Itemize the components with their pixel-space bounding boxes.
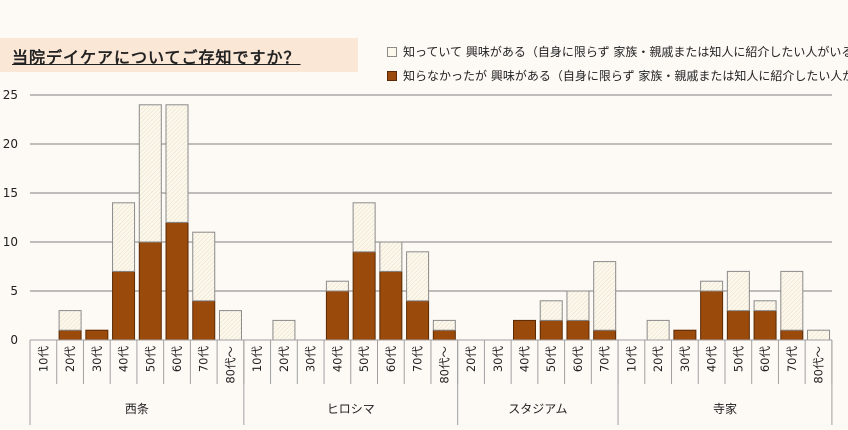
x-tick-label: 70代 bbox=[411, 346, 425, 373]
x-tick-label: 30代 bbox=[491, 346, 505, 373]
bar-aware bbox=[726, 270, 750, 312]
x-tick-label: 50代 bbox=[731, 346, 745, 373]
bar-aware bbox=[58, 310, 82, 331]
bar-aware bbox=[218, 310, 242, 341]
bar-unaware bbox=[138, 241, 162, 341]
legend-label-unaware: 知らなかったが 興味がある（自身に限らず 家族・親戚または知人に紹介したい人がい… bbox=[403, 69, 848, 83]
bar-aware bbox=[112, 202, 136, 272]
legend-item-unaware: 知らなかったが 興味がある（自身に限らず 家族・親戚または知人に紹介したい人がい… bbox=[387, 67, 848, 84]
x-tick-label: 30代 bbox=[90, 346, 104, 373]
bar-unaware bbox=[539, 319, 563, 341]
x-tick-label: 40代 bbox=[518, 346, 532, 373]
x-tick-label: 60代 bbox=[384, 346, 398, 373]
x-tick-label: 70代 bbox=[197, 346, 211, 373]
group-label: ヒロシマ bbox=[327, 402, 375, 416]
x-tick-label: 70代 bbox=[785, 346, 799, 373]
bar-unaware bbox=[566, 319, 590, 341]
bar-unaware bbox=[165, 221, 189, 341]
x-tick-label: 40代 bbox=[705, 346, 719, 373]
bar-aware bbox=[753, 300, 777, 312]
bar-aware bbox=[539, 300, 563, 321]
title-banner: 当院デイケアについてご存知ですか？ bbox=[0, 38, 358, 72]
group-label: 西条 bbox=[125, 402, 149, 416]
bar-unaware bbox=[58, 329, 82, 341]
bar-unaware bbox=[352, 251, 376, 341]
x-tick-label: 80代～ bbox=[437, 346, 451, 384]
y-tick-label: 25 bbox=[3, 88, 18, 102]
x-tick-label: 70代 bbox=[598, 346, 612, 373]
bar-aware bbox=[700, 280, 724, 292]
bar-unaware bbox=[673, 329, 697, 341]
bar-aware bbox=[780, 270, 804, 331]
bar-unaware bbox=[593, 329, 617, 341]
bar-unaware bbox=[192, 300, 216, 341]
y-tick-label: 20 bbox=[3, 137, 18, 151]
y-tick-label: 15 bbox=[3, 186, 18, 200]
bar-unaware bbox=[85, 329, 109, 341]
bar-unaware bbox=[325, 290, 349, 341]
bar-aware bbox=[646, 319, 670, 341]
bar-unaware bbox=[513, 319, 537, 341]
bar-aware bbox=[406, 251, 430, 302]
legend-item-aware: 知っていて 興味がある（自身に限らず 家族・親戚または知人に紹介したい人がいる） bbox=[387, 43, 848, 60]
x-tick-label: 10代 bbox=[250, 346, 264, 373]
x-tick-label: 10代 bbox=[36, 346, 50, 373]
x-tick-label: 80代～ bbox=[812, 346, 826, 384]
bar-aware bbox=[593, 261, 617, 331]
bar-unaware bbox=[432, 329, 456, 341]
bar-unaware bbox=[379, 270, 403, 341]
bar-aware bbox=[566, 290, 590, 321]
group-label: スタジアム bbox=[508, 402, 567, 416]
x-tick-label: 60代 bbox=[758, 346, 772, 373]
x-tick-label: 10代 bbox=[624, 346, 638, 373]
x-tick-label: 60代 bbox=[170, 346, 184, 373]
bar-aware bbox=[807, 329, 831, 341]
x-tick-label: 50代 bbox=[544, 346, 558, 373]
x-tick-label: 80代～ bbox=[223, 346, 237, 384]
bar-unaware bbox=[780, 329, 804, 341]
bar-aware bbox=[432, 319, 456, 331]
bar-aware bbox=[379, 241, 403, 272]
legend-swatch-aware bbox=[387, 46, 397, 57]
y-tick-label: 0 bbox=[10, 333, 18, 347]
x-tick-label: 30代 bbox=[678, 346, 692, 373]
bar-unaware bbox=[406, 300, 430, 341]
x-tick-label: 20代 bbox=[651, 346, 665, 373]
bar-aware bbox=[138, 104, 162, 243]
x-tick-label: 50代 bbox=[143, 346, 157, 373]
x-tick-label: 20代 bbox=[277, 346, 291, 373]
group-label: 寺家 bbox=[713, 401, 737, 416]
bar-aware bbox=[352, 202, 376, 253]
bar-unaware bbox=[753, 310, 777, 341]
bar-unaware bbox=[112, 270, 136, 341]
x-tick-label: 20代 bbox=[464, 346, 478, 373]
legend-swatch-unaware bbox=[387, 70, 397, 81]
bar-aware bbox=[272, 319, 296, 341]
bar-aware bbox=[325, 280, 349, 292]
chart-title: 当院デイケアについてご存知ですか？ bbox=[12, 48, 301, 67]
legend-label-aware: 知っていて 興味がある（自身に限らず 家族・親戚または知人に紹介したい人がいる） bbox=[403, 45, 848, 59]
bar-aware bbox=[165, 104, 189, 223]
bar-unaware bbox=[726, 310, 750, 341]
bar-aware bbox=[192, 231, 216, 302]
bar-unaware bbox=[700, 290, 724, 341]
x-tick-label: 50代 bbox=[357, 346, 371, 373]
x-tick-label: 40代 bbox=[117, 346, 131, 373]
x-tick-label: 40代 bbox=[330, 346, 344, 373]
y-tick-label: 10 bbox=[3, 235, 18, 249]
x-tick-label: 30代 bbox=[304, 346, 318, 373]
x-tick-label: 20代 bbox=[63, 346, 77, 373]
y-tick-label: 5 bbox=[10, 284, 18, 298]
x-tick-label: 60代 bbox=[571, 346, 585, 373]
